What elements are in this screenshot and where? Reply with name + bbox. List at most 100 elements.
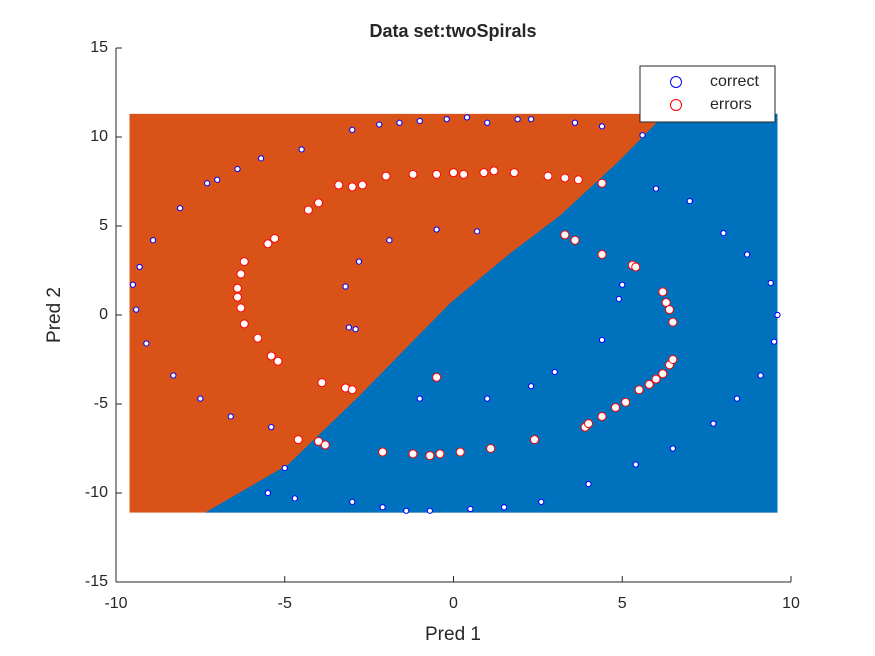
data-point [349, 498, 356, 505]
data-point [644, 379, 654, 389]
data-point [443, 116, 450, 123]
data-point [514, 116, 521, 123]
y-tick-label: -5 [94, 395, 108, 412]
data-point [143, 340, 150, 347]
data-point [474, 228, 481, 235]
data-point [376, 121, 383, 128]
data-point [352, 326, 359, 333]
data-point [270, 233, 280, 243]
data-point [334, 180, 344, 190]
data-point [463, 114, 471, 121]
data-point [264, 489, 271, 497]
data-point [273, 356, 283, 366]
data-point [425, 451, 435, 461]
data-point [129, 281, 136, 288]
data-point [204, 180, 211, 187]
data-point [668, 317, 678, 327]
y-tick-label: 5 [99, 217, 108, 234]
x-tick-label: -10 [104, 595, 127, 612]
data-point [357, 180, 367, 190]
data-point [571, 119, 579, 126]
data-point [347, 182, 357, 192]
data-point [197, 395, 204, 402]
data-point [416, 117, 423, 125]
boundary-region [205, 113, 778, 513]
data-point [236, 269, 246, 279]
y-tick-label: 15 [90, 39, 108, 56]
data-point [560, 230, 570, 240]
data-point [486, 444, 496, 453]
data-point [347, 385, 357, 395]
data-point [551, 368, 558, 376]
data-point [744, 251, 751, 258]
data-point [509, 168, 519, 178]
data-point [253, 333, 263, 343]
data-point [214, 176, 221, 183]
y-tick-label: 0 [99, 306, 108, 323]
data-point [665, 305, 674, 315]
data-point [598, 336, 606, 344]
data-point [459, 169, 469, 179]
y-tick-label: -15 [85, 573, 108, 590]
legend-label: correct [710, 73, 759, 90]
data-point [314, 198, 323, 208]
legend-label: errors [710, 96, 752, 113]
data-point [661, 298, 671, 308]
data-point [234, 165, 241, 173]
data-point [233, 283, 242, 293]
x-tick-label: 5 [618, 595, 627, 612]
data-point [177, 205, 184, 212]
data-point [133, 306, 140, 313]
data-point [298, 146, 305, 153]
y-axis-label: Pred 2 [44, 287, 65, 343]
data-point [396, 119, 403, 126]
data-point [349, 126, 356, 133]
data-point [619, 281, 626, 288]
data-point [342, 283, 349, 290]
data-point [266, 351, 276, 361]
data-point [239, 257, 249, 267]
data-point [771, 338, 778, 345]
data-point [573, 175, 583, 185]
x-tick-label: 0 [449, 595, 458, 612]
data-point [774, 311, 781, 319]
y-tick-label: -10 [85, 484, 108, 501]
data-point [489, 166, 499, 176]
data-point [538, 498, 545, 505]
data-point [560, 173, 570, 183]
data-point [386, 237, 393, 244]
data-point [668, 355, 678, 364]
data-point [320, 440, 330, 450]
legend-box [639, 65, 776, 123]
data-point [345, 324, 352, 331]
data-point [479, 168, 489, 178]
x-axis-label: Pred 1 [425, 624, 481, 645]
data-point [767, 279, 774, 287]
data-point [467, 505, 474, 513]
data-point [584, 419, 593, 429]
data-point [291, 495, 298, 502]
data-point [615, 295, 622, 303]
data-point [263, 239, 273, 249]
x-tick-label: -5 [278, 595, 292, 612]
data-point [669, 445, 676, 452]
data-point [239, 319, 249, 329]
data-point [303, 205, 313, 215]
data-point [293, 435, 303, 445]
data-point [136, 263, 143, 271]
data-point [408, 449, 418, 459]
data-point [757, 372, 764, 379]
legend-marker [670, 99, 682, 111]
data-point [501, 504, 508, 511]
data-point [236, 303, 246, 313]
data-point [632, 461, 639, 468]
data-point [733, 395, 741, 402]
data-point [597, 411, 607, 421]
data-point [530, 435, 539, 445]
data-point [570, 235, 580, 245]
data-point [528, 116, 535, 123]
data-point [432, 169, 442, 179]
data-point [611, 403, 620, 413]
data-point [597, 178, 607, 188]
